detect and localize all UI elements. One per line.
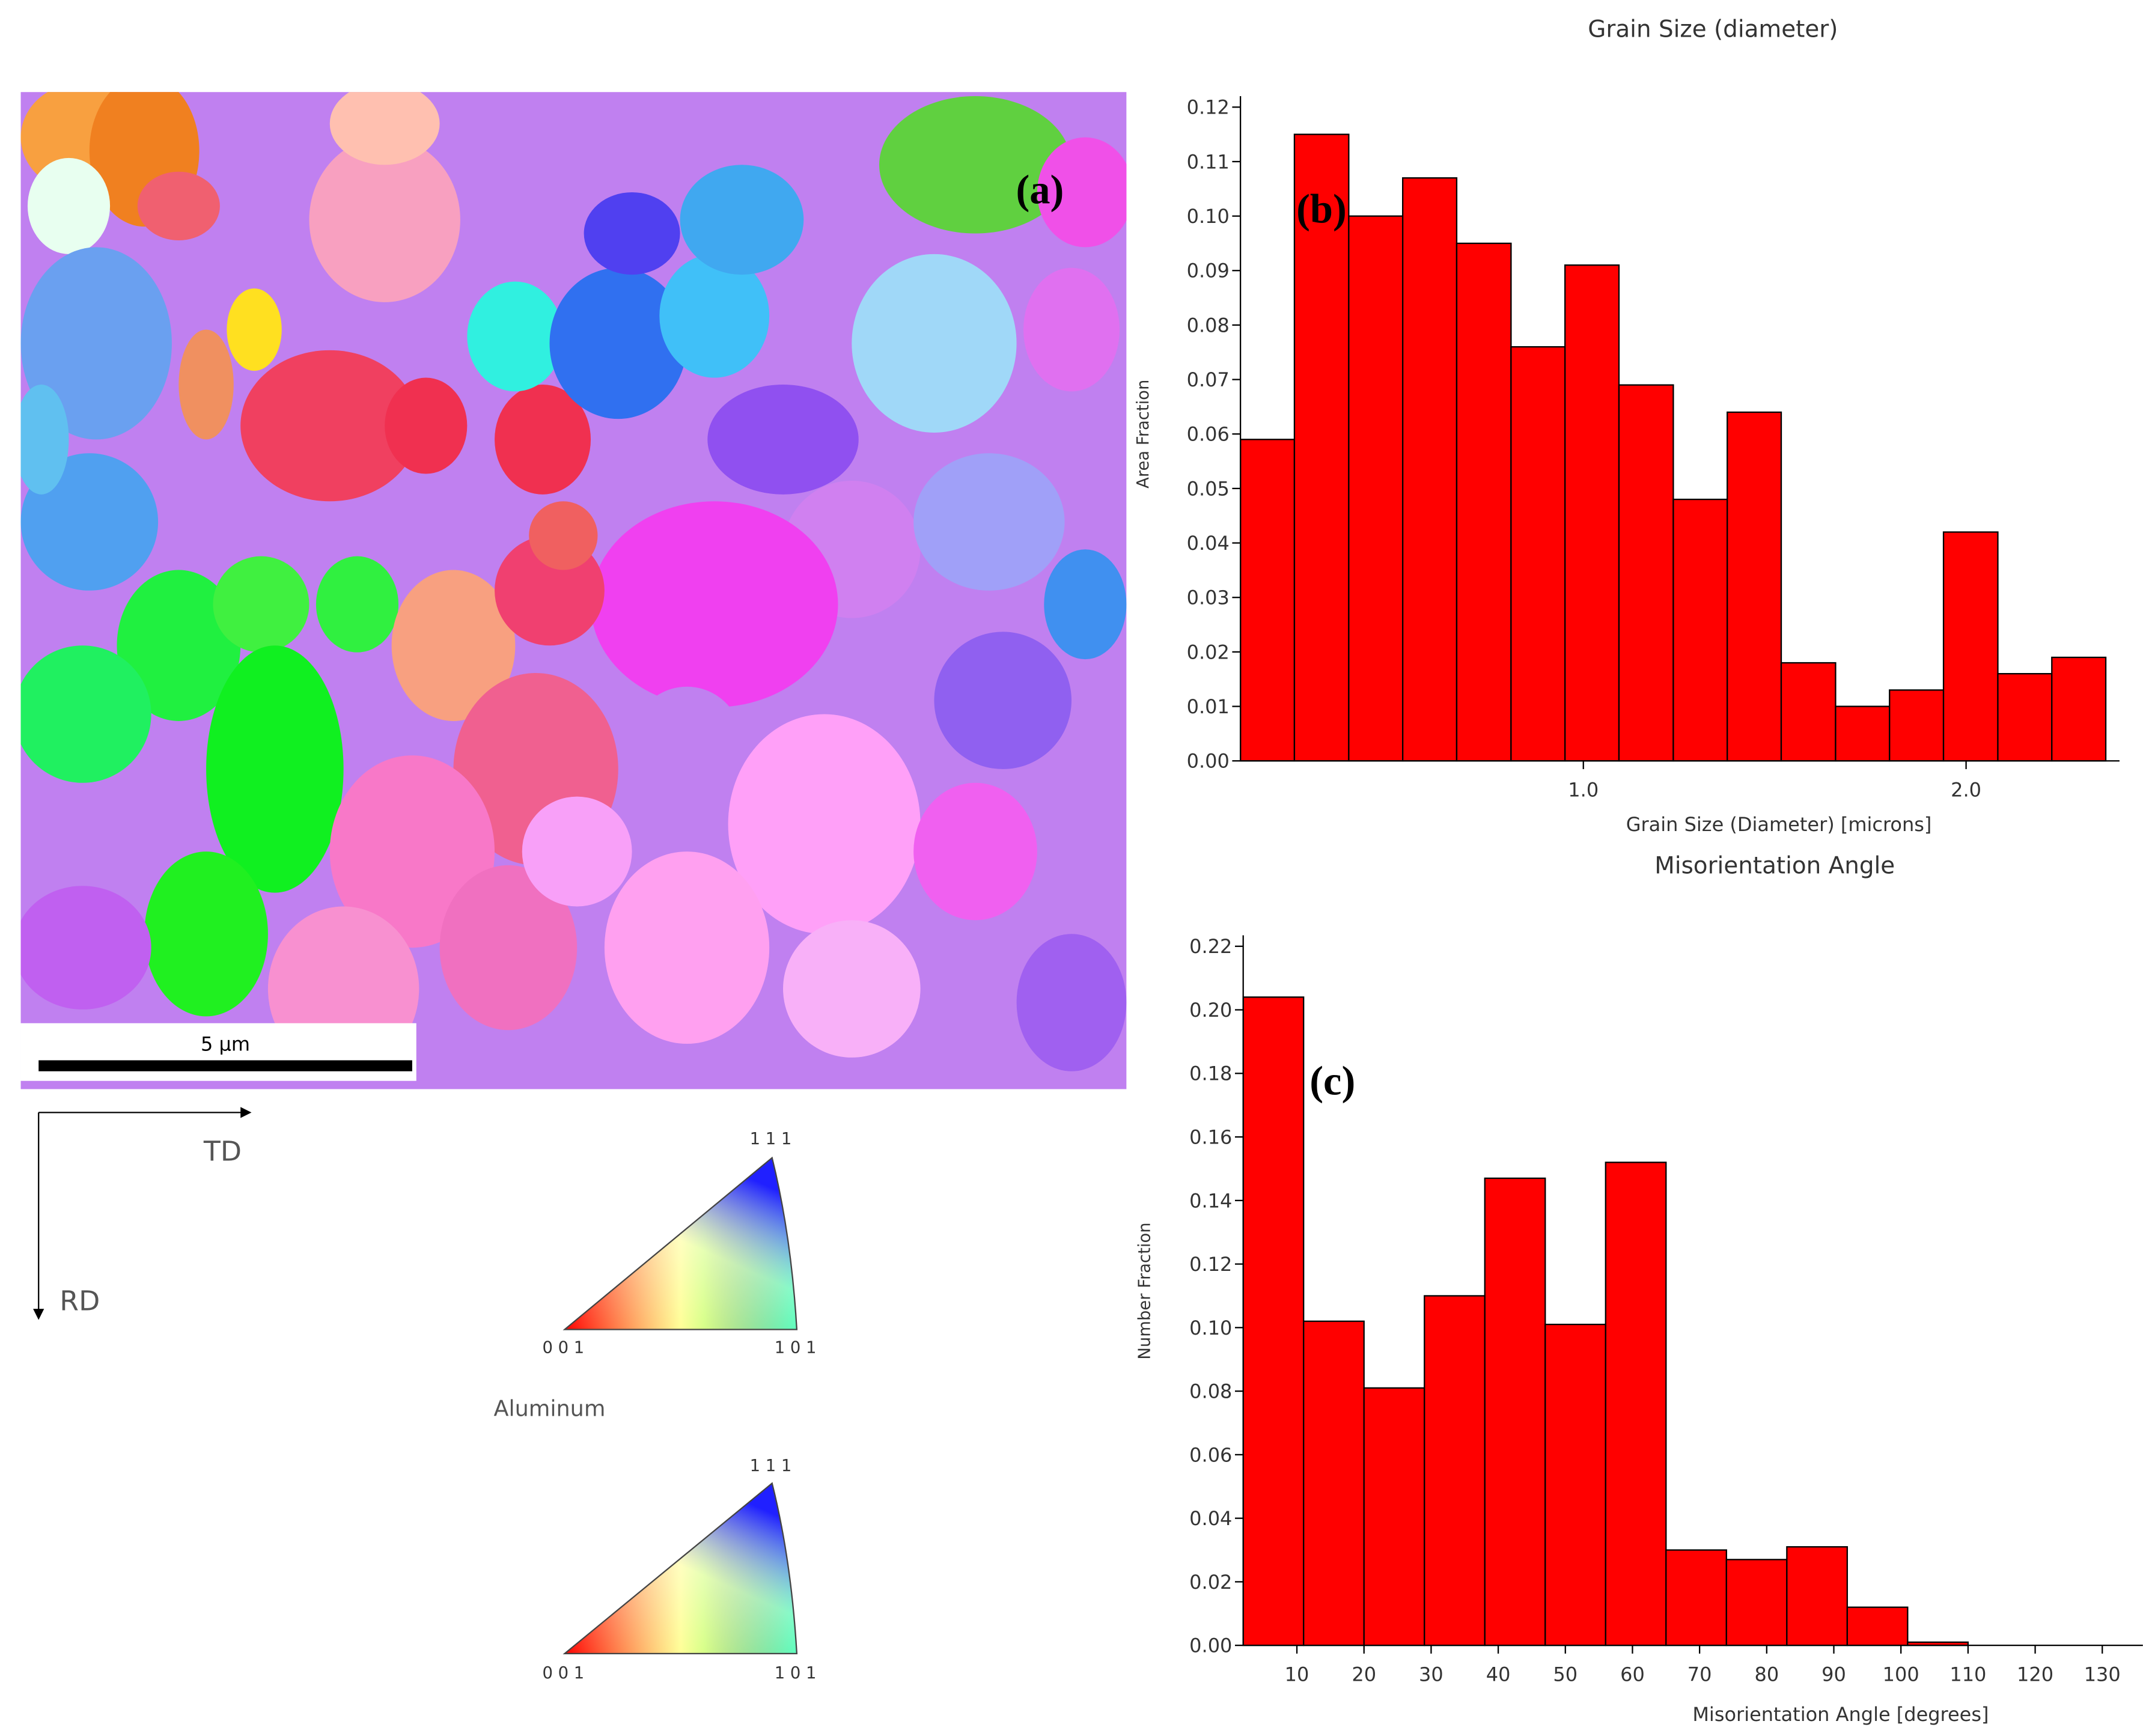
x-tick-label: 120 bbox=[2017, 1663, 2053, 1686]
y-tick-label: 0.11 bbox=[1187, 150, 1230, 173]
bar bbox=[1618, 384, 1674, 762]
y-tick-label: 0.00 bbox=[1189, 1634, 1232, 1657]
bar bbox=[2051, 656, 2107, 762]
bar bbox=[1672, 498, 1728, 762]
y-tick-label: 0.02 bbox=[1189, 1571, 1232, 1594]
x-axis-label: Grain Size (Diameter) [microns] bbox=[1626, 813, 1932, 836]
y-tick-label: 0.04 bbox=[1189, 1507, 1232, 1530]
y-tick-label: 0.02 bbox=[1187, 641, 1230, 663]
chart-title: Misorientation Angle bbox=[1654, 853, 1895, 880]
x-tick-label: 130 bbox=[2084, 1663, 2121, 1686]
y-tick-label: 0.04 bbox=[1187, 532, 1230, 555]
sample-axes bbox=[33, 1107, 252, 1320]
y-tick-label: 0.03 bbox=[1187, 586, 1230, 609]
bar bbox=[1363, 1387, 1425, 1646]
td-label: TD bbox=[203, 1135, 242, 1167]
ipf-triangle bbox=[562, 1482, 798, 1655]
y-tick-label: 0.01 bbox=[1187, 695, 1230, 718]
x-tick-label: 2.0 bbox=[1951, 779, 1981, 802]
pole-label: 1 1 1 bbox=[750, 1457, 792, 1475]
y-tick-label: 0.06 bbox=[1187, 423, 1230, 446]
bar bbox=[1544, 1323, 1606, 1646]
ipf-triangle bbox=[562, 1156, 798, 1330]
y-tick-label: 0.09 bbox=[1187, 260, 1230, 282]
scale-bar bbox=[38, 1060, 412, 1071]
x-tick-label: 40 bbox=[1486, 1663, 1511, 1686]
y-tick-label: 0.06 bbox=[1189, 1443, 1232, 1466]
bar bbox=[1484, 1177, 1546, 1646]
bar bbox=[1510, 346, 1566, 762]
chart-title: Grain Size (diameter) bbox=[1588, 16, 1838, 43]
panel-label: (b) bbox=[1296, 186, 1347, 231]
y-tick-label: 0.08 bbox=[1187, 314, 1230, 337]
bar bbox=[1835, 705, 1891, 762]
x-tick-label: 100 bbox=[1883, 1663, 1919, 1686]
y-tick-label: 0.00 bbox=[1187, 750, 1230, 773]
panel-label: (a) bbox=[1016, 166, 1064, 212]
y-tick-label: 0.10 bbox=[1189, 1317, 1232, 1339]
pole-label: 1 1 1 bbox=[750, 1130, 792, 1148]
x-axis-label: Misorientation Angle [degrees] bbox=[1692, 1703, 1989, 1726]
x-tick-label: 110 bbox=[1949, 1663, 1986, 1686]
bar bbox=[1605, 1162, 1667, 1646]
y-tick-label: 0.18 bbox=[1189, 1062, 1232, 1085]
pole-label: 0 0 1 bbox=[542, 1338, 584, 1357]
x-tick-label: 90 bbox=[1821, 1663, 1846, 1686]
y-tick-label: 0.20 bbox=[1189, 999, 1232, 1022]
bar bbox=[1780, 662, 1837, 762]
y-tick-label: 0.14 bbox=[1189, 1189, 1232, 1212]
x-tick-label: 70 bbox=[1687, 1663, 1712, 1686]
pole-label: 1 0 1 bbox=[775, 1664, 817, 1683]
bar bbox=[1424, 1295, 1486, 1646]
y-tick-label: 0.12 bbox=[1187, 96, 1230, 119]
x-tick-label: 30 bbox=[1419, 1663, 1443, 1686]
x-tick-label: 80 bbox=[1754, 1663, 1779, 1686]
y-tick-label: 0.07 bbox=[1187, 368, 1230, 391]
bar bbox=[1889, 689, 1945, 762]
y-tick-label: 0.12 bbox=[1189, 1253, 1232, 1276]
bar bbox=[1846, 1606, 1909, 1646]
bar bbox=[1564, 264, 1620, 762]
bar bbox=[1402, 177, 1458, 762]
scale-bar-label: 5 μm bbox=[201, 1032, 250, 1055]
orientation-map bbox=[20, 92, 1127, 1089]
x-tick-label: 10 bbox=[1285, 1663, 1309, 1686]
x-tick-label: 50 bbox=[1553, 1663, 1578, 1686]
pole-label: 0 0 1 bbox=[542, 1664, 584, 1683]
y-axis-label: Number Fraction bbox=[1135, 1222, 1154, 1359]
y-axis-label: Area Fraction bbox=[1134, 380, 1153, 489]
bar bbox=[1303, 1320, 1365, 1646]
bar bbox=[1725, 1559, 1788, 1646]
y-tick-label: 0.22 bbox=[1189, 935, 1232, 958]
y-tick-label: 0.10 bbox=[1187, 205, 1230, 228]
bar bbox=[1239, 439, 1296, 762]
bar bbox=[1665, 1549, 1727, 1646]
y-tick-label: 0.16 bbox=[1189, 1125, 1232, 1148]
bar bbox=[1348, 215, 1404, 762]
bar bbox=[1997, 673, 2053, 762]
bar bbox=[1242, 996, 1305, 1646]
rd-label: RD bbox=[59, 1285, 100, 1317]
x-tick-label: 60 bbox=[1620, 1663, 1645, 1686]
pole-label: 1 0 1 bbox=[775, 1338, 817, 1357]
bar bbox=[1786, 1546, 1848, 1646]
y-tick-label: 0.05 bbox=[1187, 477, 1230, 500]
bar bbox=[1456, 242, 1512, 762]
x-tick-label: 1.0 bbox=[1568, 779, 1599, 802]
y-tick-label: 0.08 bbox=[1189, 1380, 1232, 1403]
bar bbox=[1942, 531, 1999, 762]
x-tick-label: 20 bbox=[1352, 1663, 1376, 1686]
bar bbox=[1727, 411, 1782, 762]
panel-label: (c) bbox=[1309, 1058, 1355, 1104]
material-label: Aluminum bbox=[493, 1395, 605, 1421]
